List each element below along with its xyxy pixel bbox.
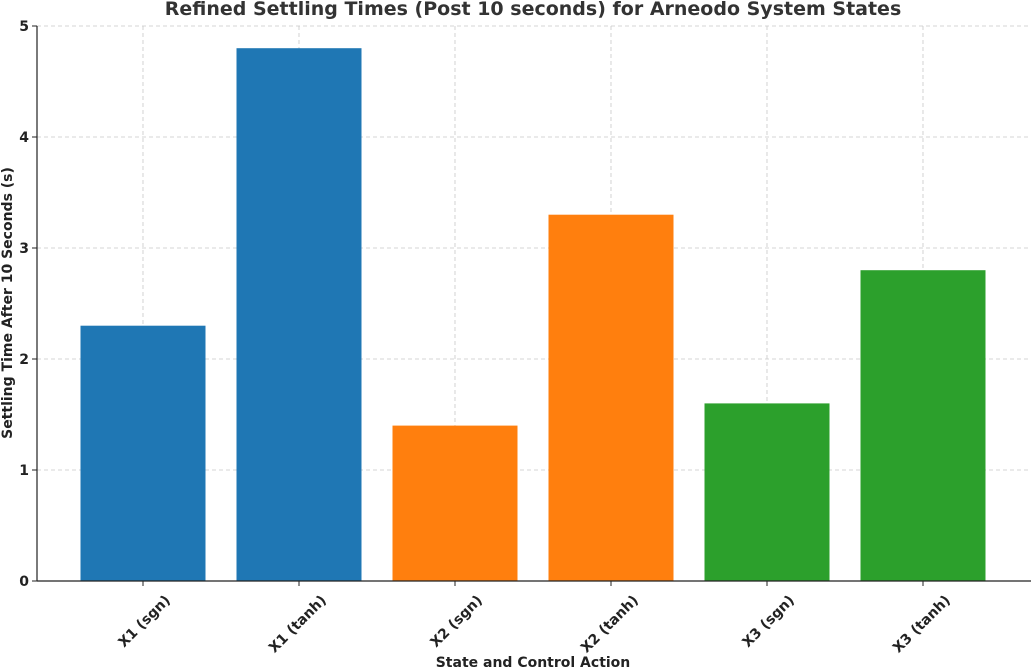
y-tick-label: 0 xyxy=(19,574,29,590)
y-tick-label: 5 xyxy=(19,19,29,35)
x-tick-label: X1 (sgn) xyxy=(115,593,173,651)
y-tick-label: 3 xyxy=(19,241,29,257)
bar xyxy=(860,270,986,581)
x-axis-label: State and Control Action xyxy=(436,655,631,669)
y-axis-label: Settling Time After 10 Seconds (s) xyxy=(0,167,16,439)
x-tick-label: X3 (tanh) xyxy=(890,593,954,657)
x-tick-label: X1 (tanh) xyxy=(266,593,330,657)
bars xyxy=(80,48,986,581)
y-tick-labels: 0 1 2 3 4 5 xyxy=(19,19,29,590)
bar xyxy=(80,325,206,581)
x-tick-label: X3 (sgn) xyxy=(739,593,797,651)
y-tick-label: 1 xyxy=(19,463,29,479)
bar xyxy=(548,214,674,581)
chart-title: Refined Settling Times (Post 10 seconds)… xyxy=(165,0,902,20)
bar xyxy=(236,48,362,581)
axes xyxy=(32,25,1031,586)
bar xyxy=(392,425,518,581)
x-tick-labels: X1 (sgn) X1 (tanh) X2 (sgn) X2 (tanh) X3 (sg… xyxy=(115,593,953,657)
x-tick-label: X2 (tanh) xyxy=(578,593,642,657)
x-tick-label: X2 (sgn) xyxy=(427,593,485,651)
bar xyxy=(704,403,830,581)
y-tick-label: 2 xyxy=(19,352,29,368)
y-tick-label: 4 xyxy=(19,130,29,146)
